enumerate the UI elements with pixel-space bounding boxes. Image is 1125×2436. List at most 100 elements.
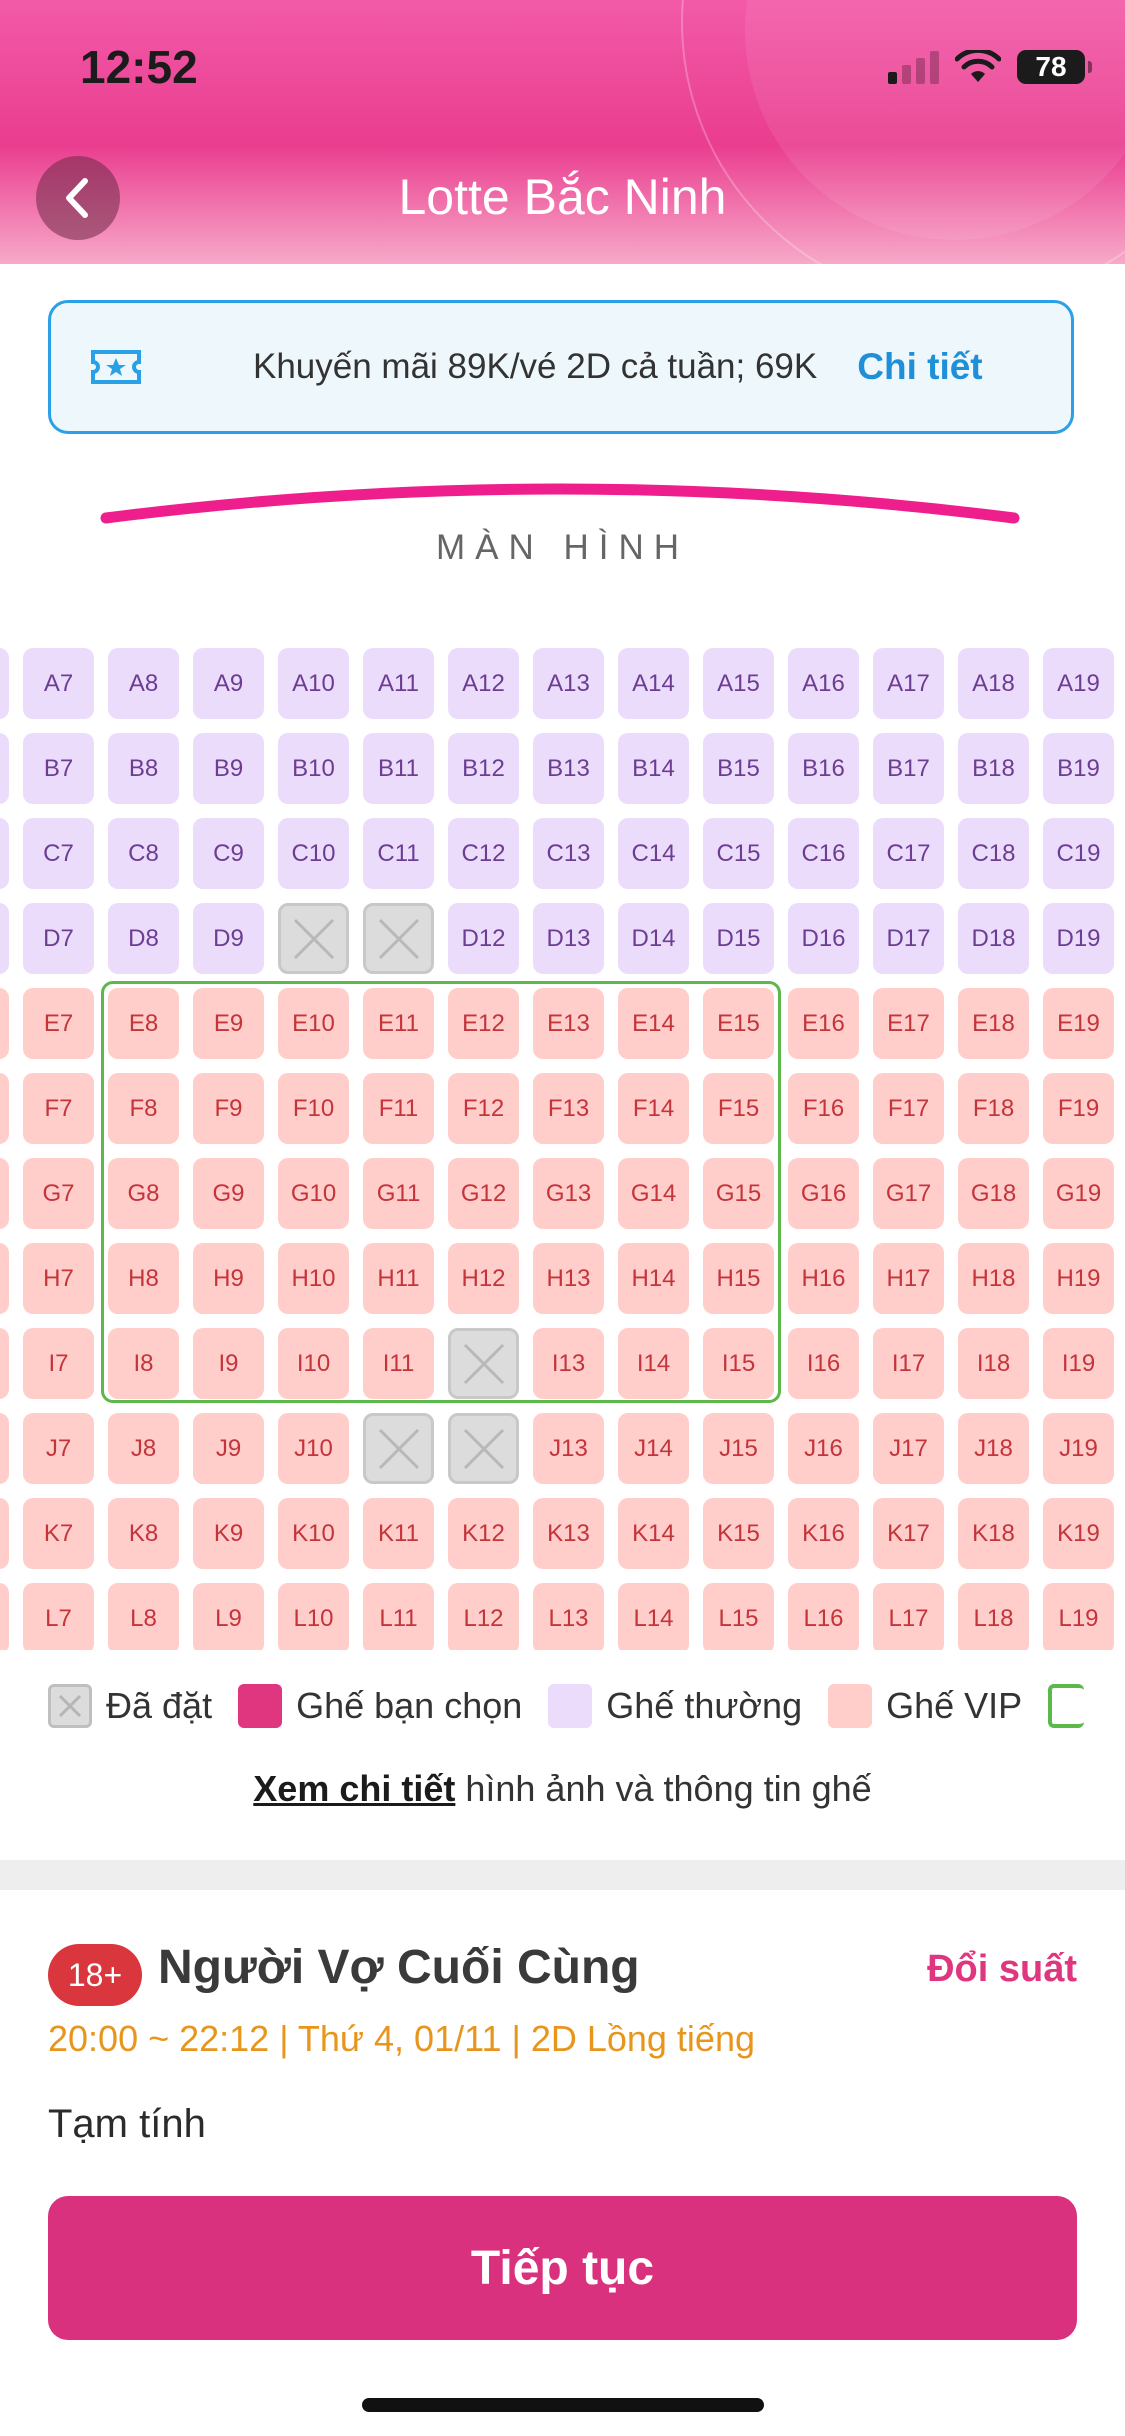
seat[interactable]: H17 (873, 1243, 944, 1314)
seat[interactable]: D12 (448, 903, 519, 974)
seat[interactable]: I18 (958, 1328, 1029, 1399)
seat[interactable]: A18 (958, 648, 1029, 719)
seat[interactable]: E19 (1043, 988, 1114, 1059)
seat[interactable]: B8 (108, 733, 179, 804)
seat[interactable]: H10 (278, 1243, 349, 1314)
seat[interactable]: K19 (1043, 1498, 1114, 1569)
seat[interactable]: B12 (448, 733, 519, 804)
seat[interactable]: L17 (873, 1583, 944, 1650)
seat[interactable]: C14 (618, 818, 689, 889)
seat[interactable]: A15 (703, 648, 774, 719)
seat[interactable]: K8 (108, 1498, 179, 1569)
seat[interactable]: A17 (873, 648, 944, 719)
seat[interactable]: F7 (23, 1073, 94, 1144)
seat[interactable]: K11 (363, 1498, 434, 1569)
seat[interactable]: C12 (448, 818, 519, 889)
seat[interactable]: G16 (788, 1158, 859, 1229)
seat[interactable]: D13 (533, 903, 604, 974)
seat[interactable]: B14 (618, 733, 689, 804)
seat[interactable]: J15 (703, 1413, 774, 1484)
seat[interactable]: B7 (23, 733, 94, 804)
seat[interactable]: C9 (193, 818, 264, 889)
continue-button[interactable]: Tiếp tục (48, 2196, 1077, 2340)
seat[interactable]: E12 (448, 988, 519, 1059)
seat[interactable]: B10 (278, 733, 349, 804)
seat[interactable]: K9 (193, 1498, 264, 1569)
seat[interactable]: L9 (193, 1583, 264, 1650)
seat[interactable]: B11 (363, 733, 434, 804)
seat[interactable]: B15 (703, 733, 774, 804)
seat[interactable]: D9 (193, 903, 264, 974)
seat[interactable]: G12 (448, 1158, 519, 1229)
seat[interactable]: H19 (1043, 1243, 1114, 1314)
seat[interactable]: L16 (788, 1583, 859, 1650)
seat[interactable]: E13 (533, 988, 604, 1059)
seat[interactable]: C8 (108, 818, 179, 889)
seat[interactable]: J16 (788, 1413, 859, 1484)
seat[interactable]: J17 (873, 1413, 944, 1484)
promo-banner[interactable]: Khuyến mãi 89K/vé 2D cả tuần; 69K Chi ti… (48, 300, 1074, 434)
seat[interactable]: G10 (278, 1158, 349, 1229)
seat[interactable]: F14 (618, 1073, 689, 1144)
seat[interactable]: G11 (363, 1158, 434, 1229)
seat[interactable]: F13 (533, 1073, 604, 1144)
seat[interactable]: A16 (788, 648, 859, 719)
seat[interactable]: G8 (108, 1158, 179, 1229)
seat[interactable]: C7 (23, 818, 94, 889)
seat[interactable]: C18 (958, 818, 1029, 889)
seat[interactable]: A19 (1043, 648, 1114, 719)
seat[interactable]: K12 (448, 1498, 519, 1569)
seat[interactable]: D19 (1043, 903, 1114, 974)
seat[interactable]: H11 (363, 1243, 434, 1314)
seat[interactable]: F15 (703, 1073, 774, 1144)
seat[interactable]: A11 (363, 648, 434, 719)
seat[interactable]: B18 (958, 733, 1029, 804)
seat[interactable]: F17 (873, 1073, 944, 1144)
seat[interactable]: B13 (533, 733, 604, 804)
seat[interactable]: I11 (363, 1328, 434, 1399)
seat[interactable]: C19 (1043, 818, 1114, 889)
seat[interactable]: G17 (873, 1158, 944, 1229)
seat[interactable]: C10 (278, 818, 349, 889)
seat[interactable]: I19 (1043, 1328, 1114, 1399)
seat[interactable]: J13 (533, 1413, 604, 1484)
seat[interactable]: I13 (533, 1328, 604, 1399)
seat[interactable]: A10 (278, 648, 349, 719)
seat[interactable]: K14 (618, 1498, 689, 1569)
seat[interactable]: D16 (788, 903, 859, 974)
seat[interactable]: L12 (448, 1583, 519, 1650)
seat[interactable]: A13 (533, 648, 604, 719)
seat[interactable]: E15 (703, 988, 774, 1059)
seat[interactable]: C13 (533, 818, 604, 889)
seat[interactable]: C15 (703, 818, 774, 889)
seat[interactable]: A8 (108, 648, 179, 719)
promo-detail-link[interactable]: Chi tiết (857, 346, 983, 387)
seat[interactable]: H14 (618, 1243, 689, 1314)
seat[interactable]: I16 (788, 1328, 859, 1399)
seat[interactable]: I10 (278, 1328, 349, 1399)
seat[interactable]: F11 (363, 1073, 434, 1144)
seat[interactable]: L7 (23, 1583, 94, 1650)
seat[interactable]: K18 (958, 1498, 1029, 1569)
seat[interactable]: K10 (278, 1498, 349, 1569)
seat[interactable]: H9 (193, 1243, 264, 1314)
seat[interactable]: F18 (958, 1073, 1029, 1144)
seat[interactable]: I9 (193, 1328, 264, 1399)
seat[interactable]: J7 (23, 1413, 94, 1484)
seat[interactable]: L18 (958, 1583, 1029, 1650)
seat[interactable]: J14 (618, 1413, 689, 1484)
seat[interactable]: K7 (23, 1498, 94, 1569)
seat[interactable]: D18 (958, 903, 1029, 974)
seat[interactable]: I15 (703, 1328, 774, 1399)
seat[interactable]: G7 (23, 1158, 94, 1229)
seat[interactable]: A9 (193, 648, 264, 719)
seat[interactable]: I8 (108, 1328, 179, 1399)
seat[interactable]: H7 (23, 1243, 94, 1314)
seat[interactable]: G9 (193, 1158, 264, 1229)
seat[interactable]: E8 (108, 988, 179, 1059)
seat[interactable]: E18 (958, 988, 1029, 1059)
seat[interactable]: J10 (278, 1413, 349, 1484)
seat[interactable]: J8 (108, 1413, 179, 1484)
seat[interactable]: G13 (533, 1158, 604, 1229)
seat[interactable]: C16 (788, 818, 859, 889)
